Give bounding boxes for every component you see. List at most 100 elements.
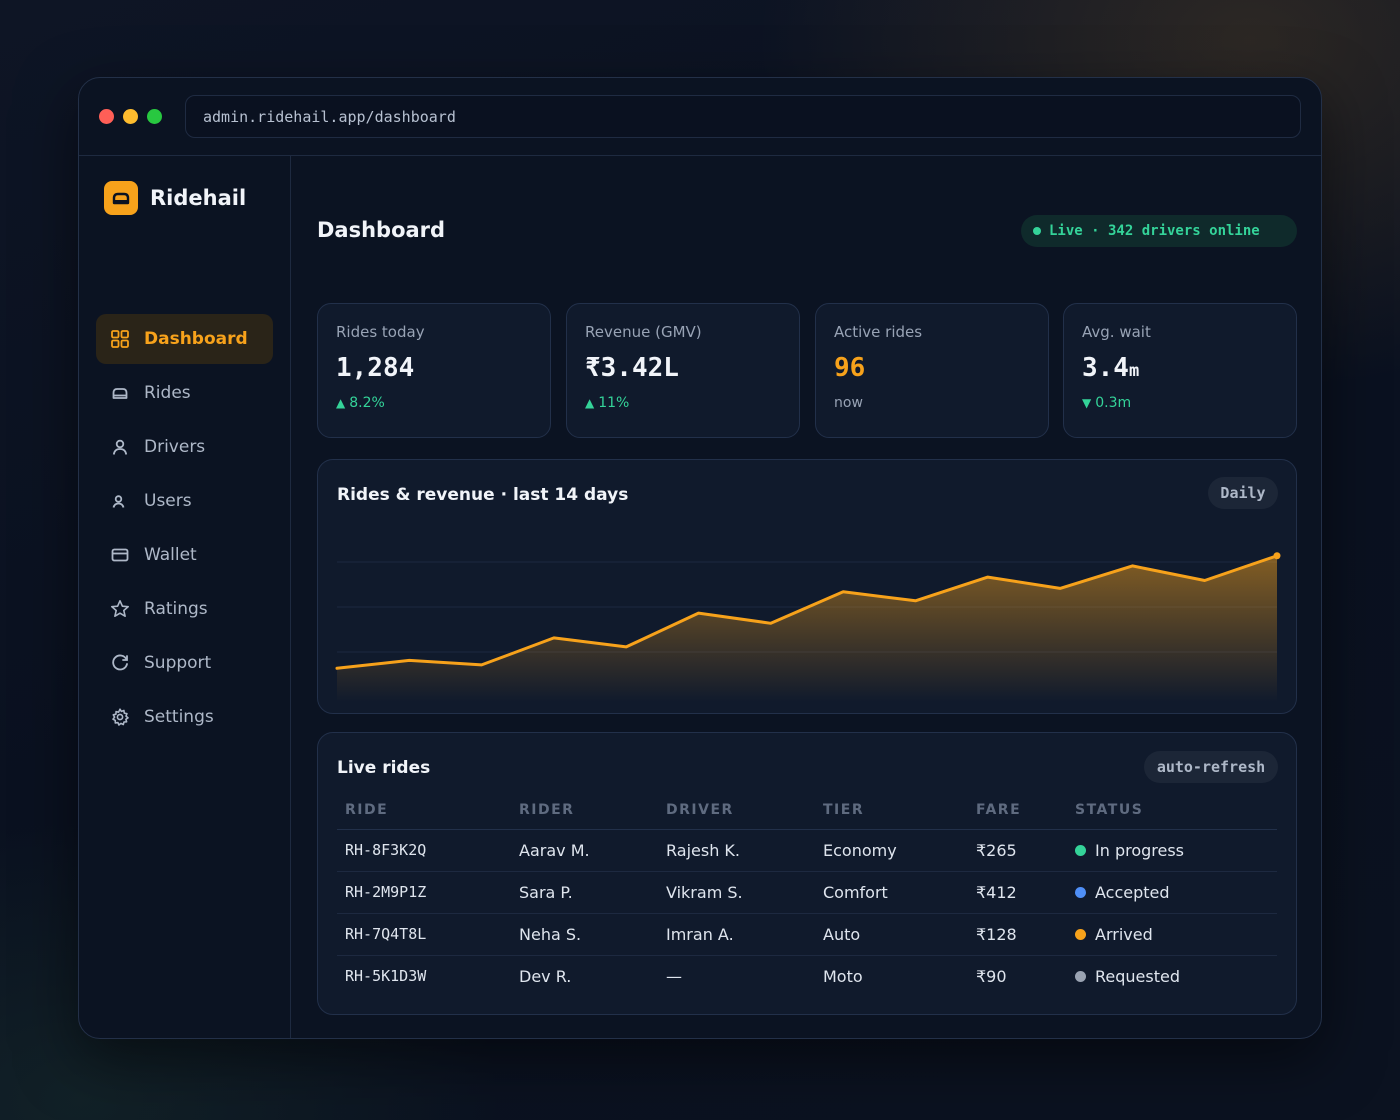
table-header-row: RIDE RIDER DRIVER TIER FARE STATUS (337, 791, 1277, 830)
table-row[interactable]: RH-8F3K2Q Aarav M. Rajesh K. Economy ₹26… (337, 829, 1277, 872)
stat-delta: ▲ 8.2% (336, 395, 532, 411)
chart-panel: Rides & revenue · last 14 days Daily (317, 459, 1297, 714)
ride-id[interactable]: RH-5K1D3W (345, 967, 427, 986)
ride-fare: ₹412 (968, 871, 1067, 914)
column-header-driver[interactable]: DRIVER (658, 791, 815, 830)
column-header-rider[interactable]: RIDER (511, 791, 658, 830)
sidebar-item-label: Rides (144, 383, 191, 403)
status-dot-icon (1075, 886, 1086, 898)
refresh-icon (112, 654, 128, 671)
column-header-status[interactable]: STATUS (1067, 791, 1277, 830)
ride-tier: Auto (815, 913, 968, 956)
stat-card-avg-wait: Avg. wait 3.4m ▼ 0.3m (1063, 303, 1297, 438)
trend-down-icon: ▼ (1082, 396, 1092, 410)
stat-value-unit: m (1128, 361, 1140, 381)
column-header-tier[interactable]: TIER (815, 791, 968, 830)
ride-id[interactable]: RH-2M9P1Z (337, 871, 511, 914)
brand-name: Ridehail (150, 186, 247, 210)
sidebar-item-users[interactable]: Users (96, 476, 273, 526)
close-window-button[interactable] (99, 109, 114, 124)
stat-card-revenue: Revenue (GMV) ₹3.42L ▲ 11% (566, 303, 800, 438)
rider-name: Sara P. (511, 871, 658, 914)
ride-tier: Comfort (815, 871, 968, 914)
stat-value-number: 3.4 (1082, 353, 1129, 383)
chart-series-line (335, 554, 1279, 670)
sidebar-item-rides[interactable]: Rides (96, 368, 273, 418)
chart-title: Rides & revenue · last 14 days (337, 485, 629, 505)
brand[interactable]: Ridehail (104, 181, 246, 215)
sidebar-item-label: Support (144, 653, 212, 673)
table-row[interactable]: RH-2M9P1Z Sara P. Vikram S. Comfort ₹412… (337, 871, 1277, 914)
driver-name: Imran A. (658, 913, 815, 956)
stat-card-active-rides: Active rides 96 now (815, 303, 1049, 438)
status-dot-icon (1075, 844, 1086, 856)
rider-name: Neha S. (511, 913, 658, 956)
car-logo-icon (104, 181, 138, 215)
browser-window: admin.ridehail.app/dashboard Ridehail Da… (78, 77, 1322, 1039)
user-icon (112, 439, 128, 455)
sidebar-item-label: Users (144, 491, 192, 511)
main-content: Dashboard Live · 342 drivers online Ride… (291, 156, 1321, 1038)
ride-id[interactable]: RH-7Q4T8L (337, 913, 511, 956)
range-toggle[interactable]: Daily (1208, 477, 1278, 509)
status-label: Arrived (1095, 924, 1153, 944)
stat-label: Active rides (834, 323, 923, 341)
sidebar-item-label: Drivers (144, 437, 206, 457)
sidebar-item-label: Dashboard (144, 329, 248, 349)
sidebar-item-label: Settings (144, 707, 214, 727)
car-icon (112, 388, 128, 399)
ride-fare: ₹265 (968, 829, 1067, 872)
sidebar-item-label: Wallet (144, 545, 197, 565)
live-rides-panel: Live rides auto-refresh RIDE RIDER DRIVE… (317, 732, 1297, 1015)
address-bar[interactable]: admin.ridehail.app/dashboard (185, 95, 1301, 138)
driver-name: — (666, 966, 682, 986)
ride-fare: ₹128 (968, 913, 1067, 956)
stat-value: ₹3.42L (585, 353, 679, 383)
stat-delta: ▲ 11% (585, 395, 781, 411)
auto-refresh-toggle[interactable]: auto-refresh (1144, 751, 1278, 783)
live-rides-table: RIDE RIDER DRIVER TIER FARE STATUS RH-8F… (337, 791, 1277, 997)
status-label: Requested (1095, 966, 1180, 986)
sidebar-item-support[interactable]: Support (96, 638, 273, 688)
users-icon (112, 495, 125, 508)
stat-delta-value: 0.3m (1095, 395, 1132, 411)
column-header-fare[interactable]: FARE (968, 791, 1067, 830)
star-icon (111, 600, 129, 617)
ride-status: Accepted (1067, 871, 1277, 914)
table-row[interactable]: RH-7Q4T8L Neha S. Imran A. Auto ₹128 Arr… (337, 913, 1277, 956)
ride-fare: ₹90 (976, 966, 1007, 986)
live-indicator-icon (1033, 227, 1041, 235)
ride-status: Arrived (1067, 913, 1277, 956)
sidebar-item-drivers[interactable]: Drivers (96, 422, 273, 472)
stat-label: Rides today (336, 323, 425, 341)
ride-status: In progress (1067, 829, 1277, 872)
ride-tier: Economy (815, 829, 968, 872)
window-controls (99, 109, 162, 124)
stat-delta: now (834, 395, 1030, 411)
sidebar-item-dashboard[interactable]: Dashboard (96, 314, 273, 364)
stat-label: Revenue (GMV) (585, 323, 702, 341)
sidebar-item-label: Ratings (144, 599, 208, 619)
live-status-badge: Live · 342 drivers online (1021, 215, 1297, 247)
chart-area-fill (337, 555, 1277, 702)
trend-up-icon: ▲ (336, 396, 346, 410)
url-text: admin.ridehail.app/dashboard (203, 107, 456, 126)
stat-value: 3.4m (1082, 353, 1278, 383)
driver-name: Vikram S. (658, 871, 815, 914)
rider-name: Dev R. (519, 966, 572, 986)
maximize-window-button[interactable] (147, 109, 162, 124)
ride-id[interactable]: RH-8F3K2Q (337, 829, 511, 872)
auto-refresh-label: auto-refresh (1156, 758, 1266, 776)
sidebar-item-settings[interactable]: Settings (96, 692, 273, 742)
column-header-ride[interactable]: RIDE (337, 791, 511, 830)
sidebar-item-wallet[interactable]: Wallet (96, 530, 273, 580)
stat-value: 96 (834, 353, 866, 383)
table-row[interactable]: RH-5K1D3W Dev R. — Moto ₹90 Requested (337, 955, 1277, 997)
trend-up-icon: ▲ (585, 396, 595, 410)
minimize-window-button[interactable] (123, 109, 138, 124)
grid-icon (111, 330, 129, 348)
sidebar-item-ratings[interactable]: Ratings (96, 584, 273, 634)
stat-delta-value: 8.2% (349, 395, 385, 411)
page-title: Dashboard (317, 218, 446, 242)
stat-card-rides-today: Rides today 1,284 ▲ 8.2% (317, 303, 551, 438)
